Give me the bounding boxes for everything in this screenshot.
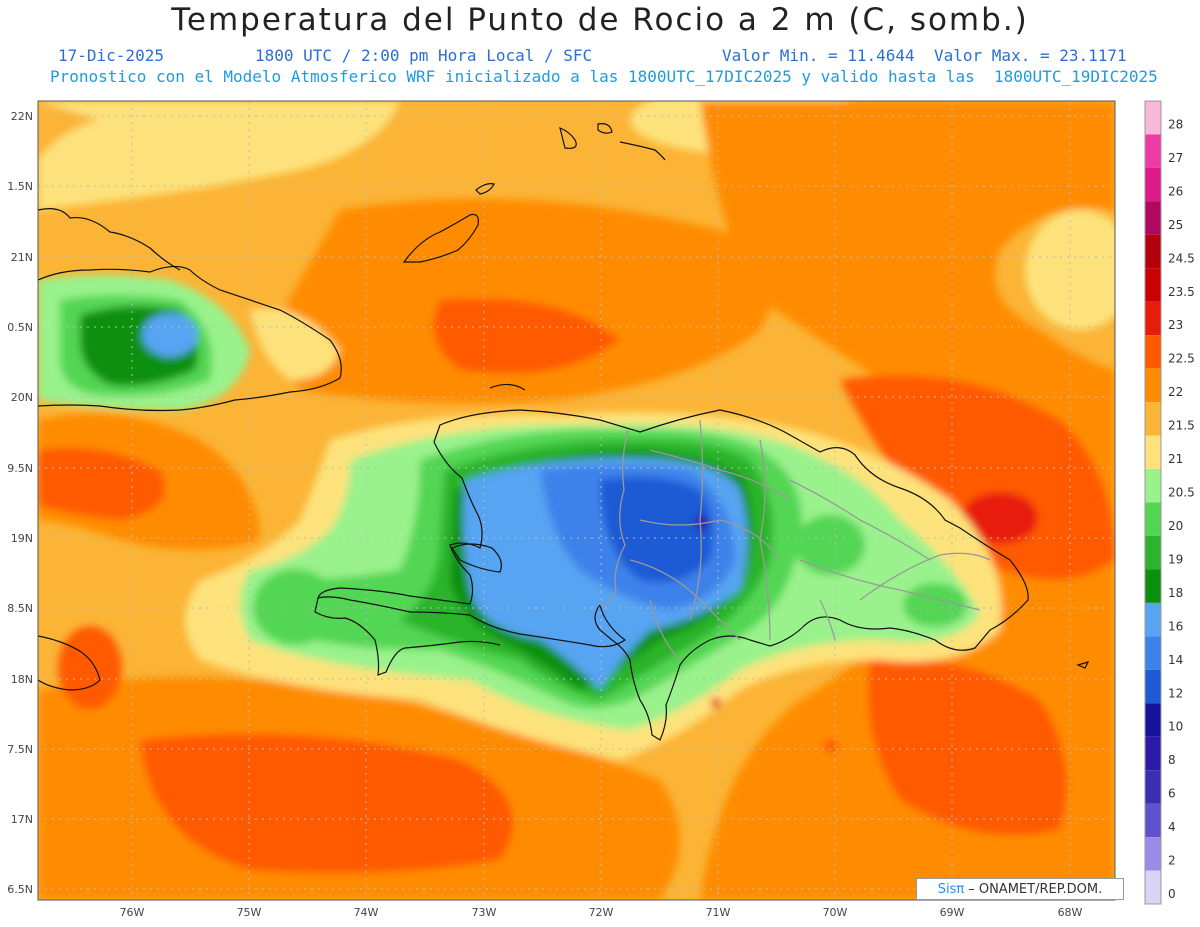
provincial-borders <box>599 419 991 661</box>
legend-swatch <box>1145 167 1161 202</box>
legend-label: 18 <box>1168 586 1183 600</box>
lat-label: 20N <box>11 391 33 404</box>
legend-swatch <box>1145 368 1161 403</box>
legend-label: 6 <box>1168 787 1176 801</box>
legend-swatch <box>1145 234 1161 269</box>
lon-label: 76W <box>120 906 145 919</box>
lon-label: 73W <box>472 906 497 919</box>
legend-label: 26 <box>1168 184 1183 198</box>
legend-swatch <box>1145 736 1161 771</box>
legend-label: 23 <box>1168 318 1183 332</box>
legend-label: 20 <box>1168 519 1183 533</box>
legend-swatch <box>1145 469 1161 503</box>
lat-label: 21N <box>11 251 33 264</box>
legend-label: 8 <box>1168 753 1176 767</box>
legend-swatch <box>1145 602 1161 637</box>
legend-label: 25 <box>1168 218 1183 232</box>
lat-label: 0.5N <box>7 321 33 334</box>
legend-swatch <box>1145 502 1161 536</box>
legend-label: 4 <box>1168 820 1176 834</box>
lon-label: 75W <box>237 906 262 919</box>
latitude-labels: 22N 1.5N 21N 0.5N 20N 9.5N 19N 8.5N 18N … <box>7 110 33 896</box>
map-frame <box>37 100 1116 901</box>
max-value: Valor Max. = 23.1171 <box>934 46 1127 65</box>
lon-label: 71W <box>706 906 731 919</box>
lat-label: 22N <box>11 110 33 123</box>
legend-label: 10 <box>1168 720 1183 734</box>
lon-label: 70W <box>823 906 848 919</box>
min-value: Valor Min. = 11.4644 <box>722 46 915 65</box>
legend-swatch <box>1145 636 1161 670</box>
legend-swatch <box>1145 803 1161 838</box>
lat-label: 19N <box>11 532 33 545</box>
legend-label: 21 <box>1168 452 1183 466</box>
lon-label: 74W <box>354 906 379 919</box>
legend-label: 27 <box>1168 151 1183 165</box>
forecast-date: 17-Dic-2025 <box>58 46 164 65</box>
lon-label: 72W <box>589 906 614 919</box>
legend-swatch <box>1145 837 1161 871</box>
legend-swatch <box>1145 134 1161 168</box>
sispi-logo: Sisπ <box>937 881 965 897</box>
legend-swatch <box>1145 101 1161 135</box>
legend-swatch <box>1145 435 1161 470</box>
legend-label: 14 <box>1168 653 1183 667</box>
legend-label: 2 <box>1168 854 1176 868</box>
coastlines <box>38 123 1090 741</box>
map-title: Temperatura del Punto de Rocio a 2 m (C,… <box>171 2 1029 38</box>
legend-swatch <box>1145 770 1161 804</box>
color-legend: 2827262524.523.52322.52221.52120.5201918… <box>1144 100 1195 905</box>
legend-swatch <box>1145 268 1161 302</box>
legend-swatch <box>1145 569 1161 603</box>
lat-label: 6.5N <box>7 883 33 896</box>
legend-frame <box>1144 100 1162 905</box>
credit-text: – ONAMET/REP.DOM. <box>968 881 1103 897</box>
legend-label: 24.5 <box>1168 251 1195 265</box>
lat-label: 8.5N <box>7 602 33 615</box>
dewpoint-shading <box>38 101 1115 900</box>
legend-swatch <box>1145 201 1161 235</box>
legend-label: 22.5 <box>1168 352 1195 366</box>
legend-label: 28 <box>1168 117 1183 131</box>
legend-swatch <box>1145 402 1161 436</box>
lon-label: 68W <box>1058 906 1083 919</box>
legend-label: 19 <box>1168 552 1183 566</box>
lat-label: 7.5N <box>7 743 33 756</box>
legend-label: 23.5 <box>1168 285 1195 299</box>
legend-label: 12 <box>1168 686 1183 700</box>
lat-label: 1.5N <box>7 180 33 193</box>
lon-label: 69W <box>940 906 965 919</box>
legend-label: 20.5 <box>1168 486 1195 500</box>
legend-label: 16 <box>1168 619 1183 633</box>
legend-swatch <box>1145 301 1161 336</box>
credit-box: Sisπ – ONAMET/REP.DOM. <box>916 878 1124 900</box>
forecast-time: 1800 UTC / 2:00 pm Hora Local / SFC <box>255 46 593 65</box>
lat-label: 18N <box>11 673 33 686</box>
model-description: Pronostico con el Modelo Atmosferico WRF… <box>50 67 1158 86</box>
legend-label: 22 <box>1168 385 1183 399</box>
legend-swatch <box>1145 703 1161 737</box>
lat-label: 17N <box>11 813 33 826</box>
legend-label: 21.5 <box>1168 419 1195 433</box>
lat-label: 9.5N <box>7 462 33 475</box>
legend-swatch <box>1145 335 1161 369</box>
legend-swatch <box>1145 535 1161 570</box>
legend-label: 0 <box>1168 887 1176 901</box>
longitude-labels: 76W 75W 74W 73W 72W 71W 70W 69W 68W <box>120 906 1083 919</box>
legend-swatch <box>1145 870 1161 904</box>
legend-swatch <box>1145 669 1161 704</box>
